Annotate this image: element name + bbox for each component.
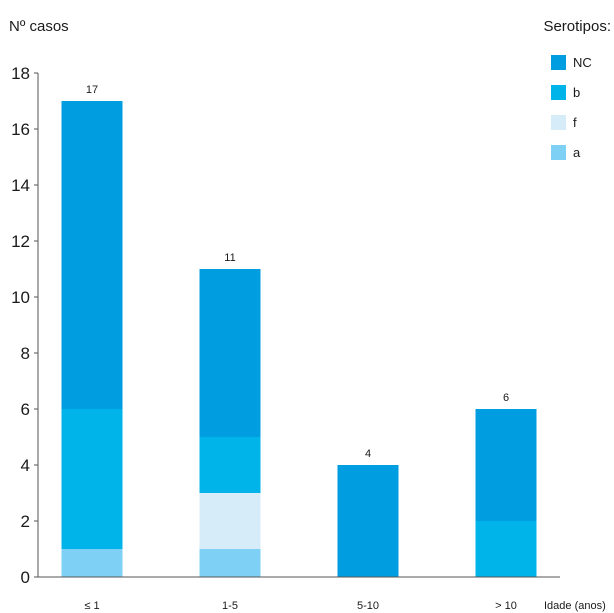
y-tick-label-18: 18 <box>11 64 30 83</box>
legend-swatch-f <box>551 115 566 130</box>
data-labels: 17 11 4 6 <box>86 84 509 460</box>
bars <box>61 101 537 577</box>
bar-segment-nc-1 <box>61 101 123 409</box>
legend-label-b: b <box>573 85 580 100</box>
total-label-2: 11 <box>224 252 235 264</box>
legend-swatch-b <box>551 85 566 100</box>
legend: NC bfa <box>551 55 592 160</box>
total-label-4: 6 <box>503 392 509 404</box>
legend-swatch-a <box>551 145 566 160</box>
x-tick-label-4: > 10 <box>495 600 517 612</box>
x-axis-title: Idade (anos) <box>544 600 606 612</box>
legend-label-a: a <box>573 145 581 160</box>
y-tick-label-12: 12 <box>11 232 30 251</box>
x-tick-label-1: ≤ 1 <box>84 600 99 612</box>
y-tick-label-10: 10 <box>11 288 30 307</box>
bar-segment-nc-4 <box>475 409 537 521</box>
x-axis: ≤ 1 1-5 5-10 > 10 <box>38 576 560 612</box>
y-axis: 0 2 4 6 8 10 12 14 16 18 <box>11 64 39 587</box>
legend-swatch-nc <box>551 55 566 70</box>
y-tick-label-6: 6 <box>21 400 30 419</box>
y-axis-title: Nº casos <box>9 18 69 35</box>
x-tick-label-2: 1-5 <box>222 600 238 612</box>
bar-segment-nc-2 <box>199 269 261 437</box>
bar-segment-b-1 <box>61 409 123 549</box>
x-tick-label-3: 5-10 <box>357 600 379 612</box>
legend-label-f: f <box>573 115 577 130</box>
bar-segment-b-2 <box>199 437 261 493</box>
y-tick-label-8: 8 <box>21 344 30 363</box>
bar-segment-a-1 <box>61 549 123 577</box>
y-tick-label-2: 2 <box>21 512 30 531</box>
total-label-3: 4 <box>365 448 371 460</box>
legend-title: Serotipos: <box>543 18 611 35</box>
bar-segment-a-2 <box>199 549 261 577</box>
y-tick-label-16: 16 <box>11 120 30 139</box>
total-label-1: 17 <box>86 84 98 96</box>
y-tick-label-0: 0 <box>21 568 30 587</box>
bar-segment-nc-3 <box>337 465 399 577</box>
legend-label-nc: NC <box>573 55 592 70</box>
y-tick-label-4: 4 <box>21 456 30 475</box>
y-tick-label-14: 14 <box>11 176 30 195</box>
bar-segment-b-4 <box>475 521 537 577</box>
bar-segment-f-2 <box>199 493 261 549</box>
